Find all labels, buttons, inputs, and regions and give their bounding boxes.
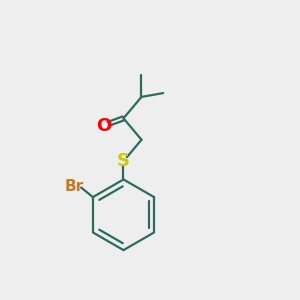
- Text: O: O: [96, 117, 111, 135]
- Text: S: S: [117, 152, 130, 170]
- Text: Br: Br: [64, 178, 83, 194]
